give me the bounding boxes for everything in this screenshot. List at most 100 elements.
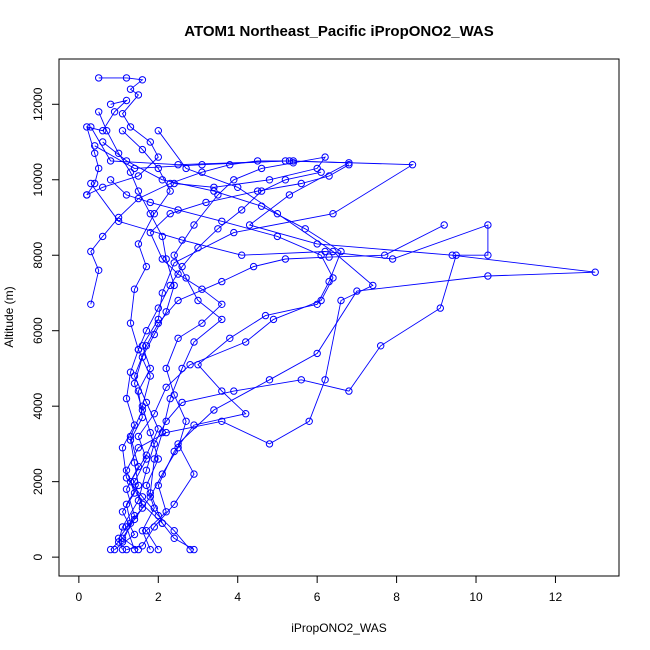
data-point xyxy=(146,138,155,146)
data-point xyxy=(134,432,143,441)
data-point xyxy=(142,466,151,474)
series-line xyxy=(86,99,129,196)
data-point xyxy=(321,153,329,161)
data-point xyxy=(325,172,333,180)
data-point xyxy=(83,123,91,131)
data-point xyxy=(126,319,135,327)
data-point xyxy=(329,247,337,256)
x-tick-label: 6 xyxy=(314,590,321,604)
series-line xyxy=(137,171,322,550)
data-point xyxy=(337,296,345,305)
data-point xyxy=(154,545,163,554)
data-point xyxy=(317,251,325,259)
series-line xyxy=(121,164,350,550)
data-point xyxy=(257,187,266,195)
data-point xyxy=(146,372,155,380)
data-point xyxy=(242,410,250,418)
data-point xyxy=(345,161,353,169)
data-point xyxy=(170,527,178,535)
data-point xyxy=(103,127,111,135)
data-point xyxy=(134,91,143,99)
data-point xyxy=(198,168,206,176)
x-tick-label: 10 xyxy=(469,590,483,604)
data-point xyxy=(190,470,198,478)
data-point xyxy=(174,296,182,305)
data-point xyxy=(218,417,226,425)
data-point xyxy=(198,161,206,169)
data-point xyxy=(166,281,174,290)
x-tick-label: 0 xyxy=(76,590,83,604)
data-point xyxy=(130,511,139,520)
data-point xyxy=(134,462,143,471)
data-point xyxy=(214,191,222,199)
data-point xyxy=(484,221,492,229)
data-point xyxy=(138,353,147,361)
data-point xyxy=(150,504,159,512)
data-point xyxy=(265,376,274,384)
data-point xyxy=(210,187,218,195)
data-point xyxy=(118,127,127,135)
data-point xyxy=(83,191,91,199)
data-point xyxy=(329,210,337,218)
data-point xyxy=(218,387,226,395)
x-tick-label: 8 xyxy=(393,590,400,604)
data-point xyxy=(289,157,297,165)
data-point xyxy=(134,345,143,354)
data-point xyxy=(150,210,159,218)
data-point xyxy=(329,274,337,282)
data-point xyxy=(182,417,190,425)
data-point xyxy=(138,402,147,410)
data-point xyxy=(91,142,99,150)
data-point xyxy=(146,545,155,554)
data-point xyxy=(138,145,147,154)
data-point xyxy=(114,149,123,158)
data-point xyxy=(317,296,325,305)
data-point xyxy=(297,376,305,384)
data-point xyxy=(166,187,174,195)
series-line xyxy=(114,130,374,550)
data-point xyxy=(230,228,238,237)
data-point xyxy=(126,168,135,176)
data-point xyxy=(134,240,143,248)
data-point xyxy=(154,425,163,433)
series-line xyxy=(102,141,342,550)
data-point xyxy=(178,398,186,407)
data-point xyxy=(210,183,218,192)
data-point xyxy=(126,432,135,441)
data-point xyxy=(194,296,202,305)
data-point xyxy=(99,183,107,192)
data-point xyxy=(170,259,178,267)
data-point xyxy=(198,319,206,327)
data-point xyxy=(242,338,250,346)
data-point xyxy=(138,527,147,535)
data-point xyxy=(273,232,282,241)
data-point xyxy=(138,76,147,84)
data-point xyxy=(369,281,377,290)
data-point xyxy=(130,285,139,293)
data-point xyxy=(214,225,222,233)
data-point xyxy=(313,300,321,308)
y-tick-label: 4000 xyxy=(31,393,45,420)
data-point xyxy=(154,319,163,327)
data-point xyxy=(158,255,167,263)
data-point xyxy=(118,110,127,118)
data-point xyxy=(321,376,329,384)
series-15 xyxy=(126,221,448,527)
data-point xyxy=(130,478,139,486)
data-point xyxy=(134,172,143,180)
data-point xyxy=(285,191,294,199)
data-point xyxy=(158,428,167,437)
data-point xyxy=(218,277,226,286)
data-point xyxy=(154,127,163,135)
data-point xyxy=(146,228,155,237)
series-line xyxy=(86,77,159,196)
x-axis: 0 2 4 6 8 10 12 xyxy=(76,575,562,604)
data-point xyxy=(436,304,444,312)
series-8 xyxy=(83,96,131,199)
data-point xyxy=(154,164,163,173)
data-point xyxy=(146,210,155,218)
data-point xyxy=(345,387,353,395)
data-point xyxy=(118,538,127,546)
data-point xyxy=(245,221,254,229)
